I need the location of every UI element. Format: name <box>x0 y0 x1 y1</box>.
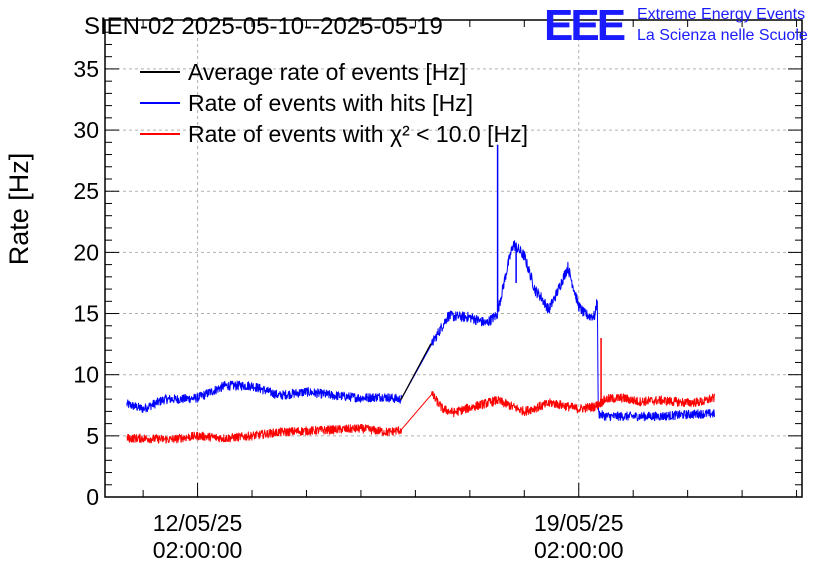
x-tick-label-time: 02:00:00 <box>534 537 624 563</box>
x-tick-label-date: 12/05/25 <box>153 510 243 536</box>
grid-layer <box>105 20 802 497</box>
y-axis-label: Rate [Hz] <box>4 153 34 266</box>
chart-title: SIEN-02 2025-05-10--2025-05-19 <box>84 13 443 40</box>
series-line <box>126 391 715 444</box>
y-tick-label: 15 <box>73 301 99 327</box>
x-tick-label-time: 02:00:00 <box>153 537 243 563</box>
series-layer <box>126 144 715 444</box>
logo-line-1: Extreme Energy Events <box>637 6 805 23</box>
series-line <box>126 240 715 422</box>
y-tick-label: 25 <box>73 178 99 204</box>
y-tick-label: 30 <box>73 117 99 143</box>
legend-label: Rate of events with hits [Hz] <box>188 90 473 116</box>
eee-logo-mark: EEE <box>544 1 625 50</box>
axis-layer: 0510152025303512/05/2502:00:0019/05/2502… <box>73 19 802 563</box>
x-tick-label-date: 19/05/25 <box>534 510 624 536</box>
y-tick-label: 5 <box>86 423 99 449</box>
legend: Average rate of events [Hz] Rate of event… <box>140 59 528 147</box>
logo-line-2: La Scienza nelle Scuole <box>637 27 808 44</box>
y-tick-label: 10 <box>73 362 99 388</box>
series-line <box>400 343 432 400</box>
legend-label: Rate of events with χ² < 10.0 [Hz] <box>188 121 528 147</box>
y-tick-label: 0 <box>86 484 99 510</box>
y-tick-label: 20 <box>73 239 99 265</box>
plot-frame <box>104 19 803 498</box>
legend-label: Average rate of events [Hz] <box>188 59 466 85</box>
y-tick-label: 35 <box>73 56 99 82</box>
